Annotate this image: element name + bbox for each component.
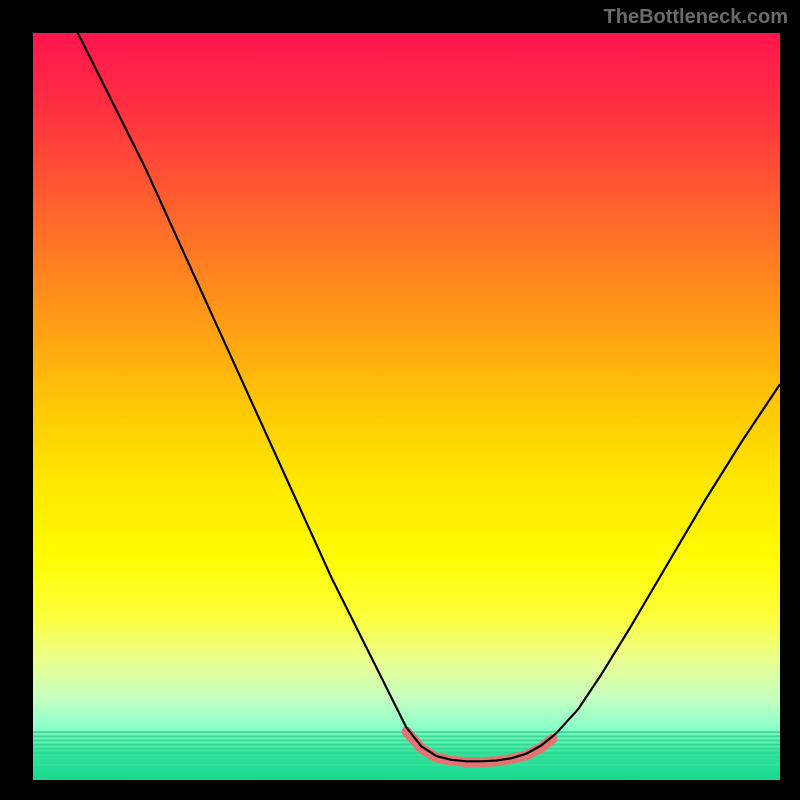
plot-area (33, 33, 780, 780)
chart-container: TheBottleneck.com (0, 0, 800, 800)
gradient-background (33, 33, 780, 780)
watermark-text: TheBottleneck.com (604, 6, 788, 29)
